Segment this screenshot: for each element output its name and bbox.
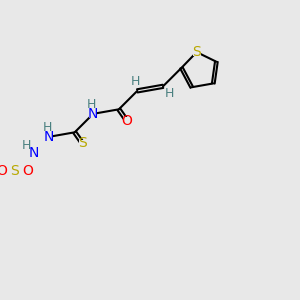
FancyBboxPatch shape — [88, 100, 95, 109]
Text: O: O — [0, 164, 8, 178]
FancyBboxPatch shape — [29, 148, 37, 157]
FancyBboxPatch shape — [0, 167, 6, 175]
Text: H: H — [43, 121, 52, 134]
FancyBboxPatch shape — [23, 142, 31, 150]
Text: H: H — [131, 75, 140, 88]
Text: S: S — [11, 164, 19, 178]
FancyBboxPatch shape — [132, 78, 140, 86]
FancyBboxPatch shape — [193, 48, 201, 56]
FancyBboxPatch shape — [79, 140, 86, 148]
FancyBboxPatch shape — [166, 89, 174, 97]
FancyBboxPatch shape — [44, 124, 51, 131]
Text: N: N — [88, 107, 98, 121]
Text: O: O — [22, 164, 33, 178]
Text: N: N — [28, 146, 38, 160]
Text: S: S — [192, 45, 201, 59]
Text: H: H — [165, 86, 174, 100]
FancyBboxPatch shape — [24, 167, 32, 175]
Text: S: S — [78, 136, 87, 151]
FancyBboxPatch shape — [11, 167, 19, 175]
FancyBboxPatch shape — [89, 110, 97, 118]
FancyBboxPatch shape — [123, 116, 131, 124]
Text: H: H — [87, 98, 96, 111]
FancyBboxPatch shape — [45, 133, 53, 141]
Text: N: N — [44, 130, 54, 144]
Text: H: H — [22, 139, 31, 152]
Text: O: O — [121, 113, 132, 128]
